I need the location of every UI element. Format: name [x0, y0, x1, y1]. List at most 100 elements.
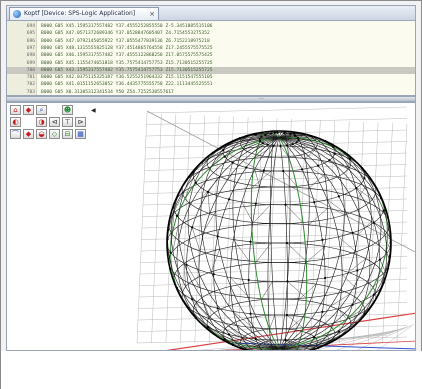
line-number: 694	[26, 24, 35, 29]
code-text: B000 G05 X48.1315555825128 Y37.451486576…	[41, 45, 213, 51]
sphere-vertex	[194, 316, 197, 319]
sphere-diagonal-line	[286, 242, 307, 262]
sphere-vertex	[285, 241, 288, 245]
sphere-vertex	[166, 238, 169, 241]
toolbar-button[interactable]: ⊤	[62, 117, 73, 127]
grid-line	[137, 313, 408, 321]
nc-code-editor[interactable]: 694 B000 G05 X45.1595317557482 Y37.455525…	[6, 20, 416, 96]
sphere-vertex	[212, 273, 215, 276]
sphere-vertex	[310, 135, 313, 138]
toolbar-button[interactable]: ▦	[75, 129, 86, 139]
toolbar-button[interactable]: ◇	[49, 129, 60, 139]
code-line[interactable]: 698 B000 G05 X46.1595317557482 Y37.455512…	[7, 52, 415, 59]
sphere-vertex	[169, 251, 172, 254]
sphere-vertex	[291, 143, 294, 146]
grid-line	[142, 210, 408, 217]
sphere-vertex	[284, 203, 287, 206]
document-tab[interactable]: Koptf [Device: SPS-Logic Application] ×	[9, 7, 159, 21]
sphere-vertex	[348, 157, 351, 160]
sphere-diagonal-line	[209, 143, 229, 156]
code-line[interactable]: 700 B000 G05 X43.1595317557482 Y35.757541…	[7, 66, 415, 74]
sphere-vertex	[351, 303, 354, 306]
sphere-vertex	[276, 131, 279, 134]
line-number: 696	[26, 38, 35, 44]
sphere-meridian-line	[170, 136, 388, 350]
grid-line	[140, 256, 408, 263]
toolbar-button[interactable]: ◆	[23, 105, 34, 115]
line-number: 695	[26, 31, 35, 37]
sphere-diagonal-line	[330, 293, 351, 307]
code-text: B000 G05 X47.0571372689346 Y37.052884760…	[41, 31, 210, 37]
sphere-vertex	[216, 235, 219, 238]
3d-viewport[interactable]	[6, 102, 416, 351]
sphere-vertex	[227, 142, 230, 145]
code-line[interactable]: 703 B000 G05 X0.31305312341534 Y50 Z54.72…	[7, 89, 415, 95]
sphere-vertex	[379, 197, 383, 200]
code-line[interactable]: 694 B000 G05 X45.1595317557482 Y37.455525…	[7, 23, 415, 30]
sphere-diagonal-line	[228, 325, 243, 339]
application-icon	[13, 10, 21, 18]
sphere-diagonal-line	[171, 209, 175, 235]
code-text: B000 G05 X43.1595317557482 Y35.757541475…	[41, 67, 213, 73]
sphere-vertex	[249, 240, 252, 243]
sphere-diagonal-line	[191, 299, 210, 319]
line-number: 701	[26, 75, 35, 81]
sphere-vertex	[247, 278, 250, 282]
code-line[interactable]: 699 B000 G05 X45.1155474651818 Y35.757541…	[7, 60, 415, 67]
sphere-diagonal-line	[372, 276, 385, 288]
sphere-diagonal-line	[167, 245, 173, 271]
code-line[interactable]: 697 B000 G05 X48.1315555825128 Y37.451486…	[7, 45, 415, 52]
grid-line	[146, 106, 408, 114]
sphere-diagonal-line	[241, 139, 260, 148]
toolbar-button[interactable]: ◑	[36, 117, 47, 127]
grid-line	[145, 141, 408, 148]
sphere-vertex	[296, 136, 299, 139]
code-line[interactable]: 702 B000 G05 X41.0151152653052 Y36.443577…	[7, 81, 415, 88]
grid-line	[141, 233, 408, 240]
toolbar-button[interactable]: ⊳	[75, 117, 86, 127]
toolbar-button[interactable]: ☻	[62, 105, 73, 115]
sphere-vertex	[227, 198, 231, 201]
grid-line	[295, 119, 307, 344]
sphere-vertex	[382, 281, 385, 284]
close-icon[interactable]: ×	[149, 10, 155, 18]
toolbar-button[interactable]: ⌕	[36, 105, 47, 115]
sphere-diagonal-line	[211, 150, 231, 167]
sphere-diagonal-line	[308, 174, 325, 189]
panel-splitter[interactable]: ⋯	[6, 96, 416, 102]
line-number-gutter	[7, 21, 37, 95]
sphere-diagonal-line	[286, 314, 304, 328]
sphere-diagonal-line	[289, 316, 304, 330]
x-axis-line	[166, 312, 415, 350]
toolbar-button[interactable]: ⊟	[62, 129, 73, 139]
toolbar-button[interactable]: ⌒	[10, 129, 21, 139]
sphere-diagonal-line	[338, 236, 357, 252]
axis-line	[146, 110, 415, 253]
grid-line	[151, 113, 162, 344]
code-line[interactable]: 701 B000 G05 X42.0375115325187 Y36.525525…	[7, 74, 415, 81]
toolbar-button[interactable]: ⊲	[49, 117, 60, 127]
grid-line	[180, 114, 191, 344]
code-line[interactable]: 696 B000 G05 X47.0792145055922 Y37.055547…	[7, 38, 415, 45]
toolbar-button[interactable]: ◆	[23, 129, 34, 139]
sphere-diagonal-line	[327, 334, 330, 342]
toolbar-button[interactable]: ◒	[36, 129, 47, 139]
sphere-vertex	[223, 155, 226, 158]
toolbar-button[interactable]: ◐	[10, 117, 21, 127]
sphere-diagonal-line	[295, 134, 307, 136]
sphere-diagonal-line	[356, 187, 373, 200]
floor-grid-line	[295, 328, 403, 350]
sphere-vertex	[337, 195, 340, 198]
code-line[interactable]: 695 B000 G05 X47.0571372689346 Y37.052884…	[7, 30, 415, 37]
sphere-diagonal-line	[348, 158, 351, 168]
sphere-vertex	[175, 214, 179, 217]
splitter-grip-icon[interactable]: ⋯	[259, 96, 264, 102]
sphere-diagonal-line	[379, 259, 386, 272]
sphere-vertex	[355, 322, 358, 325]
collapse-arrow-icon[interactable]: ◀	[91, 107, 96, 114]
line-number: 702	[26, 82, 35, 88]
toolbar-button[interactable]: ⌂	[10, 105, 21, 115]
sphere-diagonal-line	[230, 277, 250, 298]
sphere-diagonal-line	[254, 242, 272, 264]
sphere-vertex	[324, 140, 327, 143]
